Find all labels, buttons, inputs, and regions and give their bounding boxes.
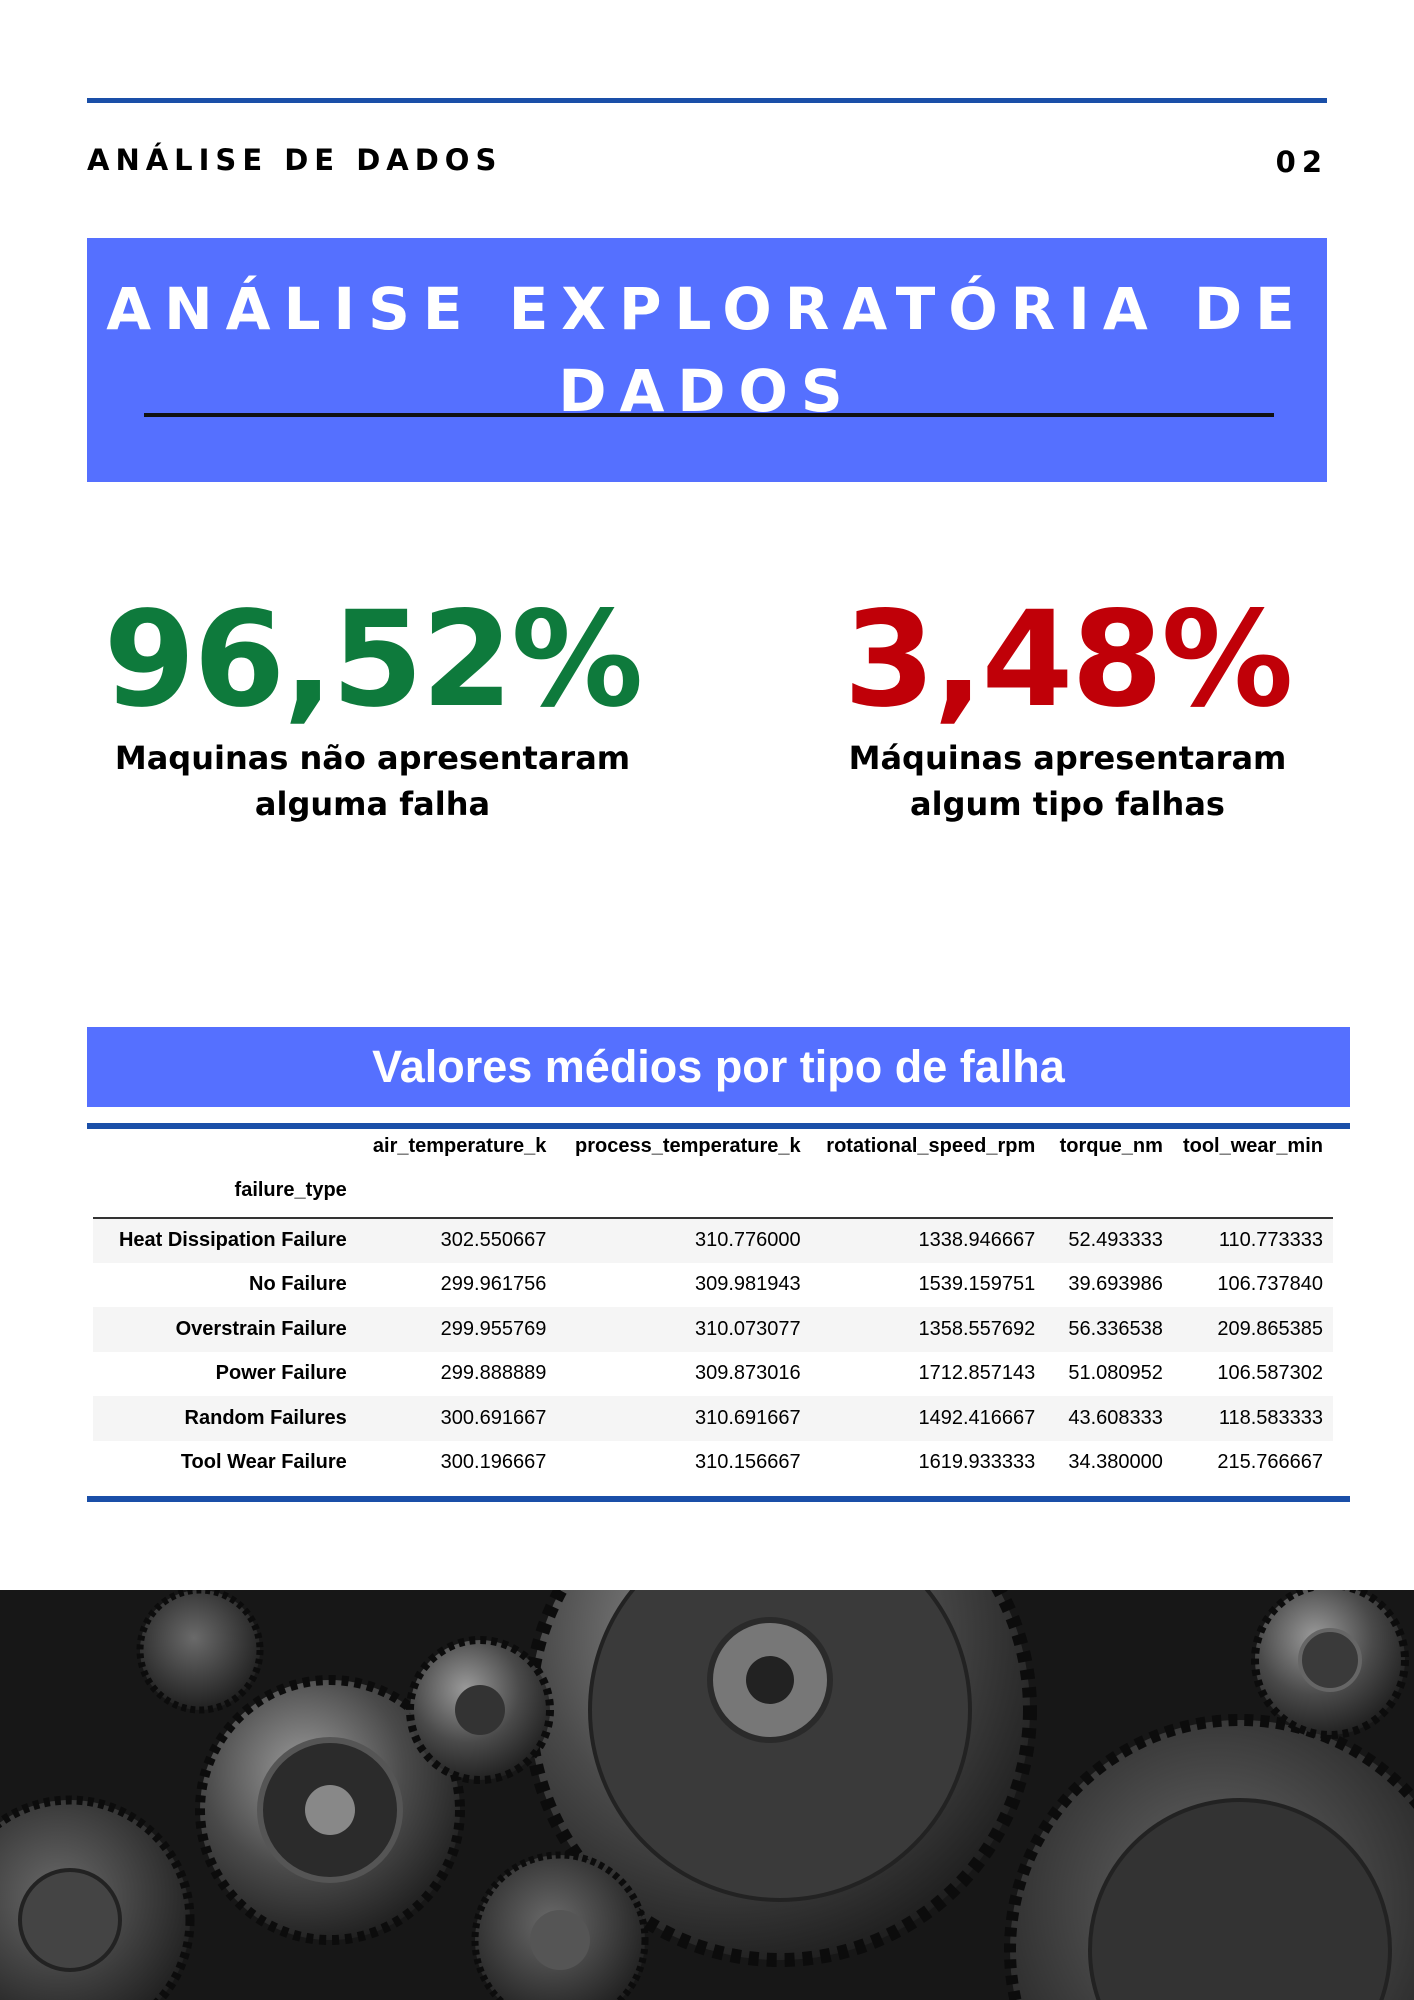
table-cell: 300.196667 xyxy=(440,1451,547,1474)
title-banner: ANÁLISE EXPLORATÓRIA DE DADOS xyxy=(87,238,1327,482)
stat-caption: Máquinas apresentaram algum tipo falhas xyxy=(848,739,1287,823)
stat-caption: Maquinas não apresentaram alguma falha xyxy=(114,739,631,823)
table-cell: 118.583333 xyxy=(1218,1406,1323,1429)
table-row: Overstrain Failure 299.955769 310.073077… xyxy=(93,1307,1333,1352)
table-cell: 310.776000 xyxy=(695,1229,801,1252)
column-header: torque_nm xyxy=(1059,1134,1163,1157)
index-header-row: failure_type xyxy=(93,1163,1333,1218)
table-cell: 310.156667 xyxy=(695,1451,801,1474)
column-header: tool_wear_min xyxy=(1182,1134,1323,1157)
table-cell: 299.888889 xyxy=(440,1362,547,1385)
table-cell: 52.493333 xyxy=(1068,1229,1163,1252)
index-name: failure_type xyxy=(234,1178,347,1201)
stat-value: 3,48% xyxy=(843,583,1294,737)
table-cell: 215.766667 xyxy=(1217,1451,1323,1474)
table-cell: 299.961756 xyxy=(440,1273,547,1296)
top-divider xyxy=(87,98,1327,103)
table-cell: 56.336538 xyxy=(1068,1317,1163,1340)
column-header: air_temperature_k xyxy=(372,1134,547,1157)
table-row: Heat Dissipation Failure 302.550667 310.… xyxy=(93,1218,1333,1263)
table-cell: 106.737840 xyxy=(1217,1273,1323,1296)
row-label: Tool Wear Failure xyxy=(180,1451,347,1474)
table-cell: 302.550667 xyxy=(440,1229,547,1252)
table-cell: 34.380000 xyxy=(1068,1451,1163,1474)
stat-no-failure: 96,52% Maquinas não apresentaram alguma … xyxy=(100,585,645,827)
table-cell: 1492.416667 xyxy=(918,1406,1036,1429)
table-cell: 300.691667 xyxy=(440,1406,547,1429)
page-number: 02 xyxy=(1275,145,1328,179)
table-row: Random Failures 300.691667 310.691667 14… xyxy=(93,1396,1333,1441)
table-cell: 309.873016 xyxy=(695,1362,801,1385)
row-label: Overstrain Failure xyxy=(175,1317,347,1340)
table-row: No Failure 299.961756 309.981943 1539.15… xyxy=(93,1263,1333,1308)
gears-photo xyxy=(0,1590,1414,2000)
table-bottom-rule xyxy=(87,1496,1350,1502)
row-label: No Failure xyxy=(249,1273,347,1296)
table-row: Tool Wear Failure 300.196667 310.156667 … xyxy=(93,1441,1333,1486)
column-header: rotational_speed_rpm xyxy=(826,1134,1036,1157)
table-cell: 310.691667 xyxy=(695,1406,801,1429)
row-label: Random Failures xyxy=(184,1406,347,1429)
table-top-rule xyxy=(87,1123,1350,1129)
table-cell: 1619.933333 xyxy=(918,1451,1036,1474)
table-cell: 39.693986 xyxy=(1068,1273,1163,1296)
table-cell: 43.608333 xyxy=(1068,1406,1163,1429)
table-cell: 51.080952 xyxy=(1068,1362,1163,1385)
title-underline xyxy=(144,413,1274,417)
table-cell: 1338.946667 xyxy=(918,1229,1036,1252)
page-title: ANÁLISE EXPLORATÓRIA DE DADOS xyxy=(106,275,1308,425)
table-cell: 1358.557692 xyxy=(918,1317,1036,1340)
table-cell: 110.773333 xyxy=(1218,1229,1323,1252)
table-cell: 1712.857143 xyxy=(918,1362,1036,1385)
column-header-row: air_temperature_k process_temperature_k … xyxy=(93,1129,1333,1163)
column-header: process_temperature_k xyxy=(574,1134,801,1157)
table-cell: 310.073077 xyxy=(695,1317,801,1340)
table-row: Power Failure 299.888889 309.873016 1712… xyxy=(93,1352,1333,1397)
table-cell: 309.981943 xyxy=(695,1273,801,1296)
stat-with-failure: 3,48% Máquinas apresentaram algum tipo f… xyxy=(795,585,1340,827)
section-label: ANÁLISE DE DADOS xyxy=(87,143,503,177)
table-cell: 106.587302 xyxy=(1217,1362,1323,1385)
corner-cell xyxy=(93,1129,357,1163)
table-title: Valores médios por tipo de falha xyxy=(87,1027,1350,1107)
row-label: Power Failure xyxy=(215,1362,347,1385)
table-cell: 209.865385 xyxy=(1217,1317,1323,1340)
row-label: Heat Dissipation Failure xyxy=(118,1229,347,1252)
mean-values-table: air_temperature_k process_temperature_k … xyxy=(93,1129,1333,1485)
stat-value: 96,52% xyxy=(103,583,644,737)
table-cell: 1539.159751 xyxy=(918,1273,1036,1296)
table-cell: 299.955769 xyxy=(440,1317,547,1340)
